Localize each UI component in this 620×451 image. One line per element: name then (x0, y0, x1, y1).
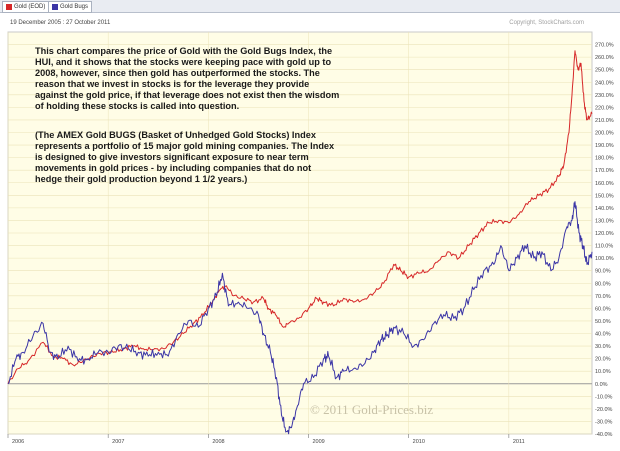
y-tick-label: 120.0% (595, 231, 614, 237)
gold-bugs-swatch-icon (52, 4, 58, 10)
y-axis: -40.0% -30.0% -20.0% -10.0% 0.0% 10.0% 20.0% 30… (595, 43, 614, 438)
y-tick-label: 210.0% (595, 118, 614, 124)
y-tick-label: 80.0% (595, 281, 611, 287)
y-tick-label: -40.0% (595, 432, 613, 438)
y-tick-label: 110.0% (595, 244, 613, 250)
y-tick-label: 90.0% (595, 269, 611, 275)
date-range: 19 December 2005 : 27 October 2011 (10, 20, 111, 26)
y-tick-label: 70.0% (595, 294, 611, 300)
y-tick-label: 160.0% (595, 181, 614, 187)
annotation-index-description: (The AMEX Gold BUGS (Basket of Unhedged … (35, 130, 335, 184)
legend-label-gold: Gold (EOD) (14, 4, 46, 10)
y-tick-label: -20.0% (595, 407, 613, 413)
y-tick-label: 190.0% (595, 143, 614, 149)
x-tick-label: 2007 (112, 439, 124, 445)
y-tick-label: 200.0% (595, 131, 614, 137)
gold-swatch-icon (6, 4, 12, 10)
y-tick-label: 130.0% (595, 218, 614, 224)
x-tick-label: 2008 (212, 439, 224, 445)
y-tick-label: 260.0% (595, 55, 614, 61)
y-tick-label: 30.0% (595, 344, 611, 350)
chart: -40.0% -30.0% -20.0% -10.0% 0.0% 10.0% 20.0% 30… (7, 31, 614, 445)
y-tick-label: 250.0% (595, 68, 614, 74)
x-axis: 2006 2007 2008 2009 2010 2011 (7, 434, 525, 445)
y-tick-label: 220.0% (595, 105, 614, 111)
y-tick-label: 180.0% (595, 156, 614, 162)
y-tick-label: 60.0% (595, 306, 611, 312)
legend-label-gold-bugs: Gold Bugs (60, 4, 89, 10)
y-tick-label: 150.0% (595, 193, 614, 199)
series-lines (7, 50, 593, 435)
y-tick-label: 100.0% (595, 256, 614, 262)
y-tick-label: 10.0% (595, 369, 611, 375)
y-tick-label: 0.0% (595, 382, 608, 388)
y-tick-label: -30.0% (595, 419, 613, 425)
y-tick-label: 40.0% (595, 332, 611, 338)
y-tick-label: 170.0% (595, 168, 614, 174)
legend-item-gold[interactable]: Gold (EOD) (2, 1, 50, 13)
legend-item-gold-bugs[interactable]: Gold Bugs (48, 1, 93, 13)
annotation-comparison: This chart compares the price of Gold wi… (35, 46, 340, 111)
y-tick-label: 50.0% (595, 319, 611, 325)
y-tick-label: 20.0% (595, 357, 611, 363)
y-tick-label: 270.0% (595, 43, 614, 49)
x-tick-label: 2006 (12, 439, 24, 445)
series-line-gold-bugs (7, 201, 593, 435)
gridlines (7, 32, 592, 435)
series-line-gold (7, 50, 593, 384)
x-tick-label: 2011 (513, 439, 525, 445)
legend-bar: Gold (EOD) Gold Bugs (0, 0, 620, 13)
x-tick-label: 2010 (413, 439, 425, 445)
copyright-top: Copyright, StockCharts.com (509, 20, 584, 26)
y-tick-label: 140.0% (595, 206, 614, 212)
y-tick-label: 240.0% (595, 80, 614, 86)
y-tick-label: -10.0% (595, 394, 613, 400)
y-tick-label: 230.0% (595, 93, 614, 99)
watermark: © 2011 Gold-Prices.biz (310, 402, 434, 417)
x-tick-label: 2009 (313, 439, 325, 445)
